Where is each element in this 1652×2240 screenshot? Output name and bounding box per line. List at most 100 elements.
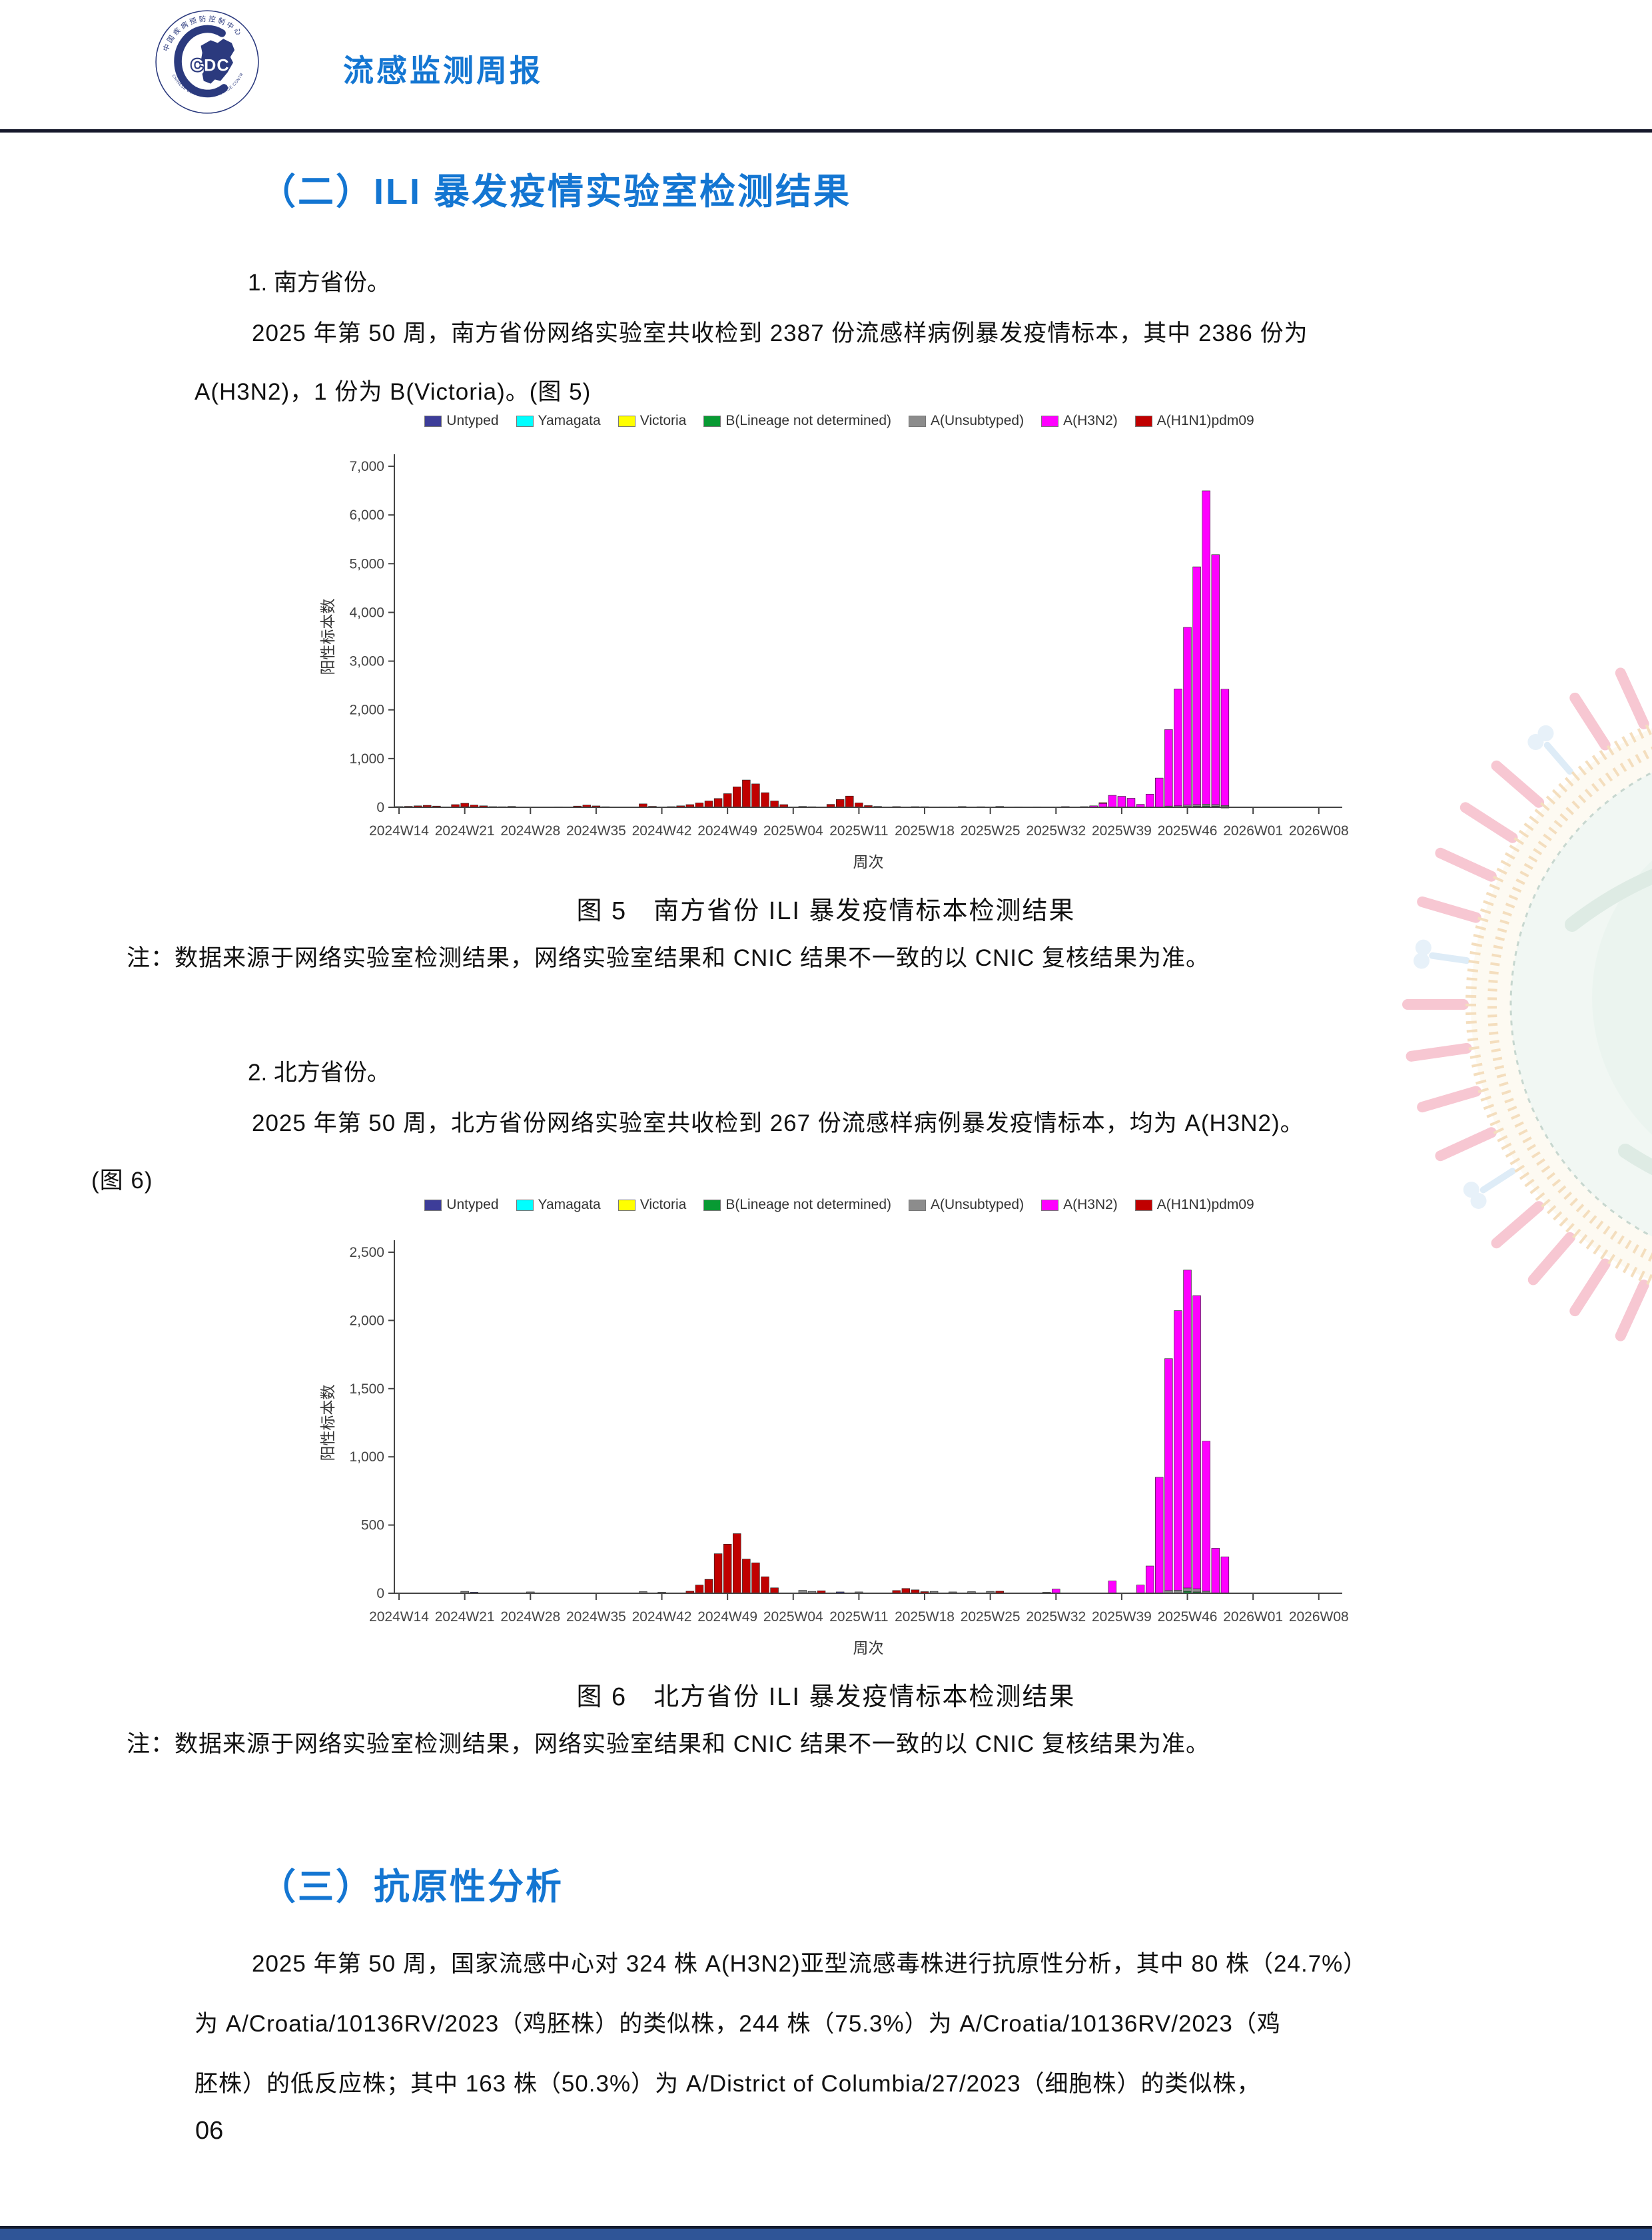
footer-bar bbox=[0, 2226, 1652, 2240]
bar-segment bbox=[742, 779, 751, 808]
legend-item: A(H3N2) bbox=[1041, 413, 1118, 429]
legend-swatch bbox=[1041, 1199, 1059, 1211]
legend-item: A(H1N1)pdm09 bbox=[1134, 1197, 1254, 1213]
bar-segment bbox=[733, 786, 741, 808]
legend-label: Victoria bbox=[639, 413, 687, 428]
x-tick-label: 2025W18 bbox=[895, 1609, 955, 1625]
south-paragraph-line1: 2025 年第 50 周，南方省份网络实验室共收检到 2387 份流感样病例暴发… bbox=[252, 320, 1308, 346]
y-tick-label: 3,000 bbox=[349, 654, 384, 669]
virus-interior bbox=[1592, 861, 1652, 1135]
bar-segment bbox=[1183, 627, 1192, 806]
x-tick-label: 2025W25 bbox=[961, 1609, 1021, 1625]
bar-segment bbox=[1174, 1310, 1182, 1591]
x-tick-label: 2026W08 bbox=[1289, 823, 1349, 839]
bar-segment bbox=[713, 1553, 723, 1594]
legend-item: Victoria bbox=[618, 413, 687, 429]
x-tick-label: 2024W35 bbox=[566, 823, 626, 839]
bar-segment bbox=[761, 792, 769, 808]
bar-segment bbox=[1126, 798, 1136, 808]
legend-item: Untyped bbox=[424, 1197, 499, 1213]
legend-swatch bbox=[424, 1199, 442, 1211]
legend-label: A(H1N1)pdm09 bbox=[1156, 1197, 1254, 1212]
y-tick-label: 4,000 bbox=[349, 605, 384, 620]
antigen-paragraph-line1: 2025 年第 50 周，国家流感中心对 324 株 A(H3N2)亚型流感毒株… bbox=[252, 1951, 1368, 1977]
figure5-legend: Untyped Yamagata Victoria B(Lineage not det… bbox=[313, 413, 1366, 429]
bar-segment bbox=[836, 799, 845, 808]
x-tick-label: 2025W11 bbox=[829, 1609, 888, 1625]
bar-segment bbox=[1202, 490, 1210, 805]
bar-segment bbox=[1192, 1295, 1201, 1589]
legend-item: B(Lineage not determined) bbox=[703, 413, 891, 429]
south-paragraph-line2: A(H3N2)，1 份为 B(Victoria)。(图 5) bbox=[195, 379, 592, 405]
bar-segment bbox=[1211, 554, 1220, 805]
section-title-lab-results: （二）ILI 暴发疫情实验室检测结果 bbox=[260, 172, 851, 212]
figure6-legend: Untyped Yamagata Victoria B(Lineage not det… bbox=[313, 1197, 1366, 1213]
legend-swatch bbox=[516, 1199, 534, 1211]
figure6-bar-chart: 0 500 1,000 1,500 2,000 2,500 2024W14 2024W21 20… bbox=[319, 1240, 1349, 1657]
bar-segment bbox=[1202, 1441, 1210, 1592]
bar-segment bbox=[742, 1559, 751, 1594]
figure5-bar-chart: 0 1,000 2,000 3,000 4,000 5,000 6,000 7,000 2024… bbox=[319, 454, 1349, 871]
x-tick-label: 2025W39 bbox=[1092, 823, 1152, 839]
bar-segment bbox=[723, 1543, 732, 1594]
legend-label: Untyped bbox=[446, 413, 499, 428]
antigen-paragraph-line3: 胚株）的低反应株；其中 163 株（50.3%）为 A/District of … bbox=[195, 2071, 1261, 2097]
figure5-note: 注：数据来源于网络实验室检测结果，网络实验室结果和 CNIC 结果不一致的以 C… bbox=[127, 945, 1210, 971]
bar-segment bbox=[460, 803, 469, 807]
y-tick-label: 2,000 bbox=[349, 1313, 384, 1328]
x-tick-label: 2025W32 bbox=[1026, 1609, 1086, 1625]
y-axis-title: 阳性标本数 bbox=[319, 1385, 336, 1461]
figure6-caption: 图 6 北方省份 ILI 暴发疫情标本检测结果 bbox=[576, 1683, 1076, 1711]
bar-segment bbox=[695, 1585, 704, 1594]
x-tick-label: 2025W25 bbox=[961, 823, 1021, 839]
bar-segment bbox=[751, 783, 760, 808]
header-divider bbox=[0, 129, 1652, 133]
legend-swatch bbox=[516, 415, 534, 427]
logo-cdc-text: CDC bbox=[191, 57, 230, 75]
y-tick-label: 1,500 bbox=[349, 1381, 384, 1397]
x-tick-label: 2024W49 bbox=[697, 823, 757, 839]
bar-segment bbox=[1192, 566, 1201, 805]
bar-segment bbox=[1108, 795, 1117, 808]
x-tick-label: 2024W42 bbox=[632, 823, 692, 839]
legend-swatch bbox=[703, 415, 721, 427]
x-tick-label: 2024W14 bbox=[369, 823, 429, 839]
bar-segment bbox=[733, 1533, 741, 1594]
bar-segment bbox=[770, 1587, 779, 1594]
bar-segment bbox=[1192, 1589, 1201, 1593]
legend-swatch bbox=[618, 415, 635, 427]
virus-interior-swirl bbox=[1565, 869, 1652, 1176]
y-tick-label: 6,000 bbox=[349, 508, 384, 523]
x-tick-label: 2024W28 bbox=[500, 823, 560, 839]
logo-china-map bbox=[201, 39, 235, 84]
x-tick-label: 2026W01 bbox=[1223, 823, 1283, 839]
y-axis-title: 阳性标本数 bbox=[319, 599, 336, 675]
page-number: 06 bbox=[195, 2117, 224, 2145]
legend-swatch bbox=[1134, 1199, 1152, 1211]
bar-segment bbox=[723, 793, 732, 808]
legend-label: A(H3N2) bbox=[1063, 413, 1118, 428]
bar-segment bbox=[704, 1579, 713, 1594]
legend-swatch bbox=[424, 415, 442, 427]
bar-segment bbox=[1108, 1581, 1117, 1594]
north-paragraph-line1: 2025 年第 50 周，北方省份网络实验室共收检到 267 份流感样病例暴发疫… bbox=[252, 1110, 1304, 1136]
bar-segment bbox=[1211, 1548, 1220, 1594]
legend-item: B(Lineage not determined) bbox=[703, 1197, 891, 1213]
report-title: 流感监测周报 bbox=[343, 53, 543, 88]
y-tick-label: 1,000 bbox=[349, 751, 384, 767]
legend-label: Yamagata bbox=[538, 1197, 601, 1212]
y-tick-label: 5,000 bbox=[349, 556, 384, 571]
x-tick-label: 2024W35 bbox=[566, 1609, 626, 1625]
bar-segment bbox=[845, 795, 854, 808]
antigen-paragraph-line2: 为 A/Croatia/10136RV/2023（鸡胚株）的类似株，244 株（… bbox=[195, 2011, 1281, 2037]
x-tick-label: 2024W21 bbox=[435, 1609, 495, 1625]
legend-swatch bbox=[909, 1199, 927, 1211]
bar-segment bbox=[1145, 1565, 1154, 1594]
x-tick-label: 2025W18 bbox=[895, 823, 955, 839]
x-tick-label: 2024W42 bbox=[632, 1609, 692, 1625]
legend-label: Yamagata bbox=[538, 413, 601, 428]
x-axis-title: 周次 bbox=[853, 853, 884, 871]
y-tick-label: 0 bbox=[376, 1586, 384, 1601]
bar-segment bbox=[751, 1563, 760, 1594]
